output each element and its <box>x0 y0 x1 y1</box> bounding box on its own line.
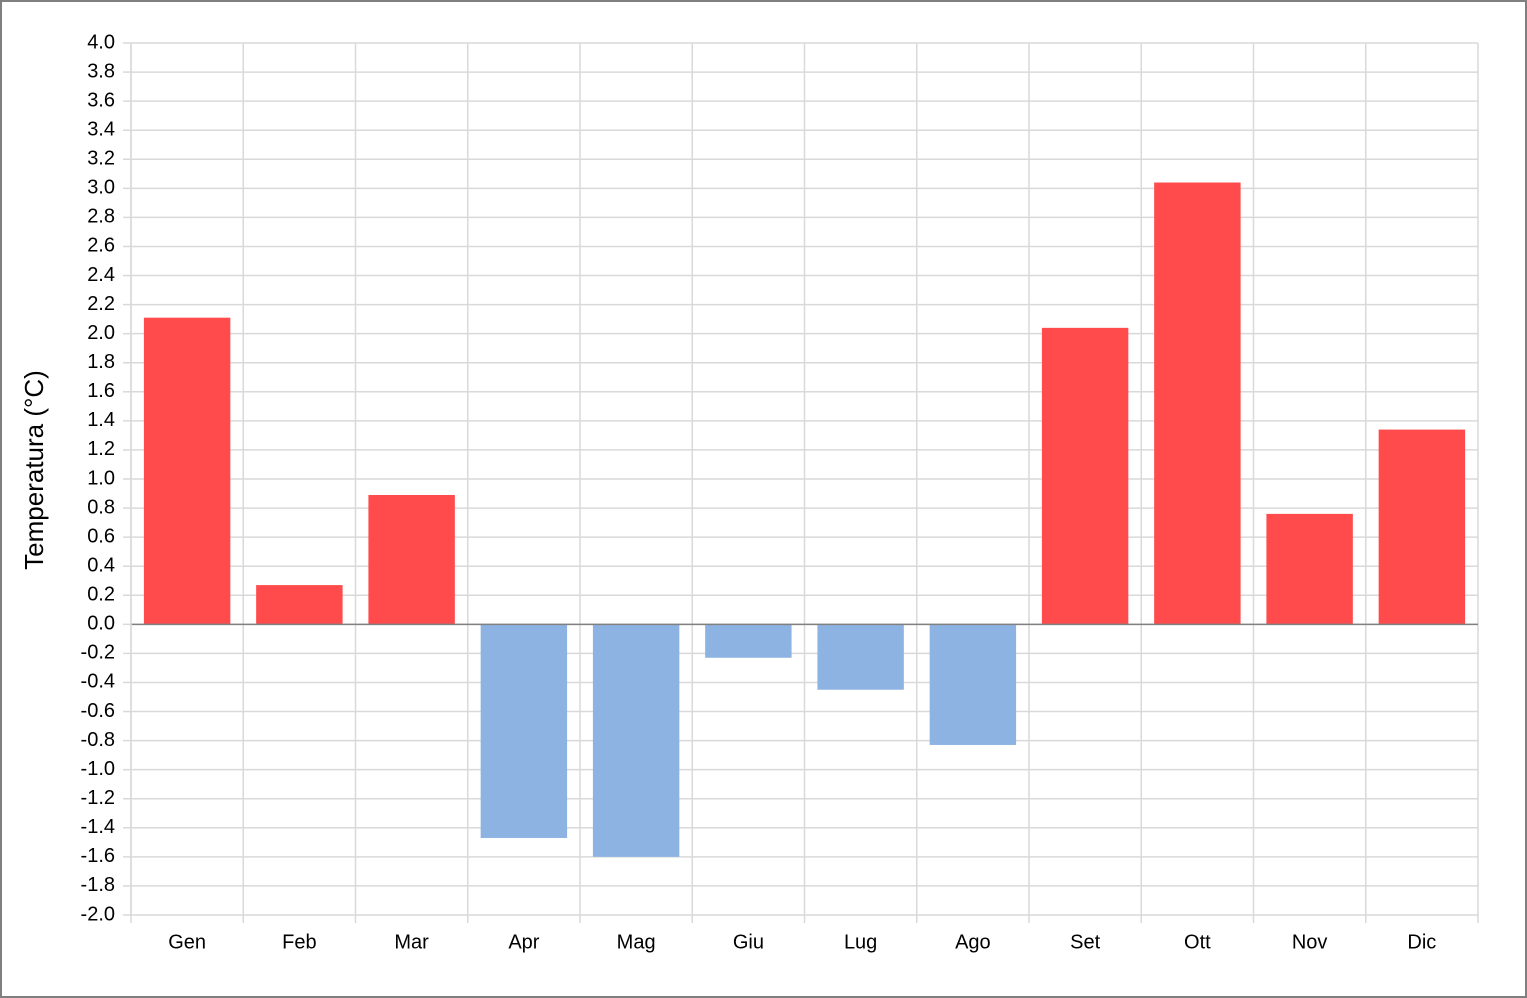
y-tick-label: -0.8 <box>81 729 115 751</box>
y-tick-label: -2.0 <box>81 903 115 925</box>
y-tick-label: -1.2 <box>81 787 115 809</box>
x-tick-label: Apr <box>508 931 539 953</box>
bar <box>143 317 231 625</box>
bar <box>592 624 680 857</box>
y-tick-label: -0.2 <box>81 642 115 664</box>
y-tick-label: 3.6 <box>87 89 115 111</box>
bar <box>368 494 455 625</box>
x-tick-label: Feb <box>282 931 316 953</box>
bar <box>1041 327 1129 625</box>
y-tick-label: 0.4 <box>87 554 115 576</box>
y-tick-label: 1.0 <box>87 467 115 489</box>
bar <box>705 624 792 658</box>
x-tick-label: Mar <box>394 931 429 953</box>
x-tick-label: Gen <box>168 931 206 953</box>
y-tick-label: 1.6 <box>87 380 115 402</box>
y-tick-label: -1.4 <box>81 816 115 838</box>
x-tick-label: Dic <box>1407 931 1436 953</box>
y-tick-label: 0.2 <box>87 584 115 606</box>
y-tick-label: 3.4 <box>87 118 115 140</box>
y-tick-label: 0.8 <box>87 496 115 518</box>
y-tick-label: 2.4 <box>87 264 115 286</box>
bar <box>1266 513 1353 625</box>
y-tick-label: 3.8 <box>87 60 115 82</box>
y-tick-label: 2.8 <box>87 206 115 228</box>
x-tick-label: Ott <box>1184 931 1211 953</box>
y-tick-label: 3.0 <box>87 177 115 199</box>
y-tick-label: -1.0 <box>81 758 115 780</box>
y-tick-label: 2.2 <box>87 293 115 315</box>
x-tick-label: Nov <box>1292 931 1328 953</box>
y-tick-label: 3.2 <box>87 148 115 170</box>
bar <box>480 624 568 838</box>
y-tick-label: 0.0 <box>87 613 115 635</box>
bar <box>1154 182 1241 625</box>
y-tick-label: 0.6 <box>87 525 115 547</box>
y-tick-label: 1.2 <box>87 438 115 460</box>
x-tick-label: Lug <box>844 931 877 953</box>
bar <box>817 624 904 690</box>
y-tick-label: 2.0 <box>87 322 115 344</box>
y-tick-label: 1.8 <box>87 351 115 373</box>
y-tick-label: -0.4 <box>81 671 115 693</box>
x-tick-label: Set <box>1070 931 1100 953</box>
bar <box>256 585 343 625</box>
x-tick-label: Giu <box>733 931 764 953</box>
y-tick-label: -1.8 <box>81 874 115 896</box>
x-tick-label: Ago <box>955 931 991 953</box>
y-tick-label: 1.4 <box>87 409 115 431</box>
y-tick-label: -1.6 <box>81 845 115 867</box>
y-axis-label: Temperatura (°C) <box>19 370 49 570</box>
y-tick-label: -0.6 <box>81 700 115 722</box>
x-tick-label: Mag <box>617 931 656 953</box>
y-tick-label: 2.6 <box>87 235 115 257</box>
bar <box>1378 429 1466 625</box>
bar <box>929 624 1017 745</box>
y-tick-label: 4.0 <box>87 31 115 53</box>
